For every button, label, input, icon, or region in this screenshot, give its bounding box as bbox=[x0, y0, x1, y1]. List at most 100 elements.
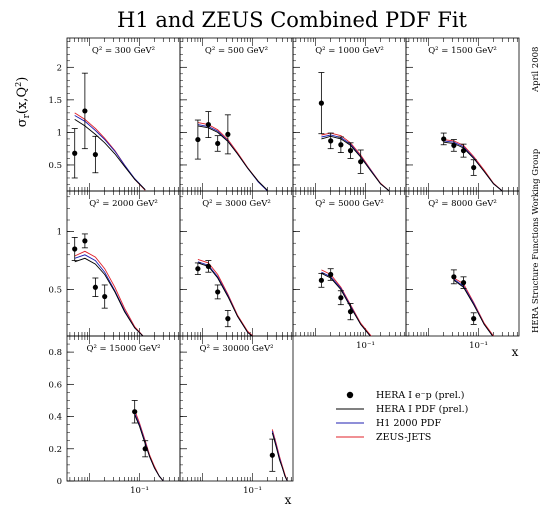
data-point bbox=[224, 310, 231, 328]
y-tick-label: 2 bbox=[57, 63, 62, 73]
legend-label: H1 2000 PDF bbox=[376, 418, 442, 429]
x-ticks bbox=[180, 335, 292, 482]
q2-label: Q² = 8000 GeV² bbox=[428, 199, 497, 209]
y-axis-label: σr(x,Q2) bbox=[14, 77, 32, 128]
panel-3: Q² = 1000 GeV² bbox=[292, 37, 407, 192]
x-axis-label-bottom: x bbox=[285, 493, 292, 507]
panel-4: Q² = 1500 GeV² bbox=[405, 37, 520, 192]
h1-curve bbox=[134, 413, 164, 481]
data-marker bbox=[72, 246, 78, 252]
zeus-curve bbox=[134, 409, 164, 481]
data-point bbox=[460, 276, 467, 289]
data-point bbox=[318, 72, 325, 135]
data-marker bbox=[82, 108, 88, 114]
h1-curve bbox=[197, 261, 253, 336]
data-point bbox=[194, 119, 201, 160]
data-point bbox=[92, 135, 99, 174]
curves bbox=[74, 250, 144, 336]
q2-label: Q² = 2000 GeV² bbox=[89, 199, 158, 209]
data-marker bbox=[338, 295, 344, 301]
data-marker bbox=[102, 293, 108, 300]
x-ticks bbox=[67, 38, 179, 192]
x-ticks bbox=[180, 38, 292, 192]
data-marker bbox=[441, 136, 447, 142]
panel-frame bbox=[405, 190, 520, 337]
y-tick-label: 0.5 bbox=[48, 286, 62, 296]
data-marker bbox=[460, 148, 467, 154]
data-point bbox=[81, 233, 88, 249]
q2-label: Q² = 500 GeV² bbox=[205, 46, 268, 56]
data-point bbox=[337, 136, 344, 153]
hera-curve bbox=[321, 272, 371, 336]
data-point bbox=[450, 269, 457, 285]
data-point bbox=[224, 114, 231, 155]
zeus-curve bbox=[74, 250, 144, 336]
data-point bbox=[214, 135, 221, 152]
data-marker bbox=[195, 136, 201, 143]
q2-label: Q² = 15000 GeV² bbox=[86, 344, 160, 354]
legend-item-2: HERA I PDF (prel.) bbox=[336, 404, 468, 415]
data-point bbox=[460, 143, 467, 158]
panel-7: 10⁻¹ Q² = 5000 GeV² bbox=[292, 190, 407, 351]
data-point bbox=[347, 303, 354, 321]
panel-grid: 0.5 1 1.5 2 Q² = 300 GeV² Q² = 500 GeV² Q² = 1… bbox=[48, 37, 520, 496]
x-tick-label: 10⁻¹ bbox=[356, 341, 375, 351]
hera-curve bbox=[271, 432, 288, 481]
q2-label: Q² = 1500 GeV² bbox=[428, 46, 497, 56]
q2-label: Q² = 1000 GeV² bbox=[315, 46, 384, 56]
y-tick-label: 0.4 bbox=[48, 413, 62, 423]
q2-label: Q² = 300 GeV² bbox=[92, 46, 155, 56]
y-tick-label: 0.6 bbox=[48, 380, 62, 390]
data-point bbox=[205, 260, 212, 273]
y-tick-label: 1 bbox=[57, 228, 62, 238]
side-label: HERA Structure Functions Working Group bbox=[531, 148, 541, 333]
data-marker bbox=[82, 238, 88, 244]
x-ticks bbox=[67, 335, 179, 482]
data-marker bbox=[142, 446, 148, 452]
data-point bbox=[71, 236, 78, 262]
date-label: April 2008 bbox=[531, 47, 541, 93]
legend-label: HERA I e⁻p (prel.) bbox=[376, 390, 464, 401]
q2-label: Q² = 30000 GeV² bbox=[199, 344, 273, 354]
x-ticks bbox=[67, 191, 179, 337]
y-tick-label: 1.5 bbox=[48, 96, 62, 106]
panel-frame bbox=[66, 37, 181, 192]
data-point bbox=[214, 284, 221, 300]
data-point bbox=[71, 128, 78, 179]
data-marker bbox=[328, 271, 334, 278]
data-point bbox=[337, 290, 344, 306]
data-marker bbox=[92, 284, 98, 290]
x-tick-label: 10⁻¹ bbox=[130, 486, 149, 496]
data-point bbox=[357, 149, 364, 174]
legend-marker bbox=[346, 391, 354, 399]
y-tick-label: 0.5 bbox=[48, 161, 62, 171]
curves bbox=[453, 277, 495, 336]
x-axis-label-right: x bbox=[512, 345, 519, 359]
curves bbox=[271, 429, 288, 481]
data-point bbox=[327, 132, 334, 150]
panel-frame bbox=[405, 37, 520, 192]
data-point bbox=[450, 139, 457, 152]
zeus-curve bbox=[453, 277, 495, 336]
data-marker bbox=[215, 289, 221, 295]
panel-frame bbox=[66, 335, 181, 482]
panel-frame bbox=[179, 37, 294, 192]
y-tick-label: 0.8 bbox=[48, 348, 62, 358]
panel-5: 0.5 1 Q² = 2000 GeV² bbox=[48, 190, 181, 337]
data-marker bbox=[347, 309, 354, 315]
legend: HERA I e⁻p (prel.) HERA I PDF (prel.) H1 2… bbox=[336, 390, 468, 443]
h1-curve bbox=[74, 115, 146, 191]
curves bbox=[197, 258, 254, 336]
data-marker bbox=[328, 138, 334, 144]
hera-curve bbox=[453, 279, 494, 336]
data-marker bbox=[92, 151, 98, 158]
data-marker bbox=[215, 140, 221, 147]
hera-curve bbox=[74, 257, 144, 336]
x-tick-label: 10⁻¹ bbox=[243, 486, 262, 496]
y-tick-label: 1 bbox=[57, 128, 62, 138]
x-ticks bbox=[406, 191, 518, 337]
data-point bbox=[347, 142, 354, 159]
data-point bbox=[131, 400, 138, 424]
panel-1: 0.5 1 1.5 2 Q² = 300 GeV² bbox=[48, 37, 181, 192]
data-marker bbox=[269, 452, 275, 458]
